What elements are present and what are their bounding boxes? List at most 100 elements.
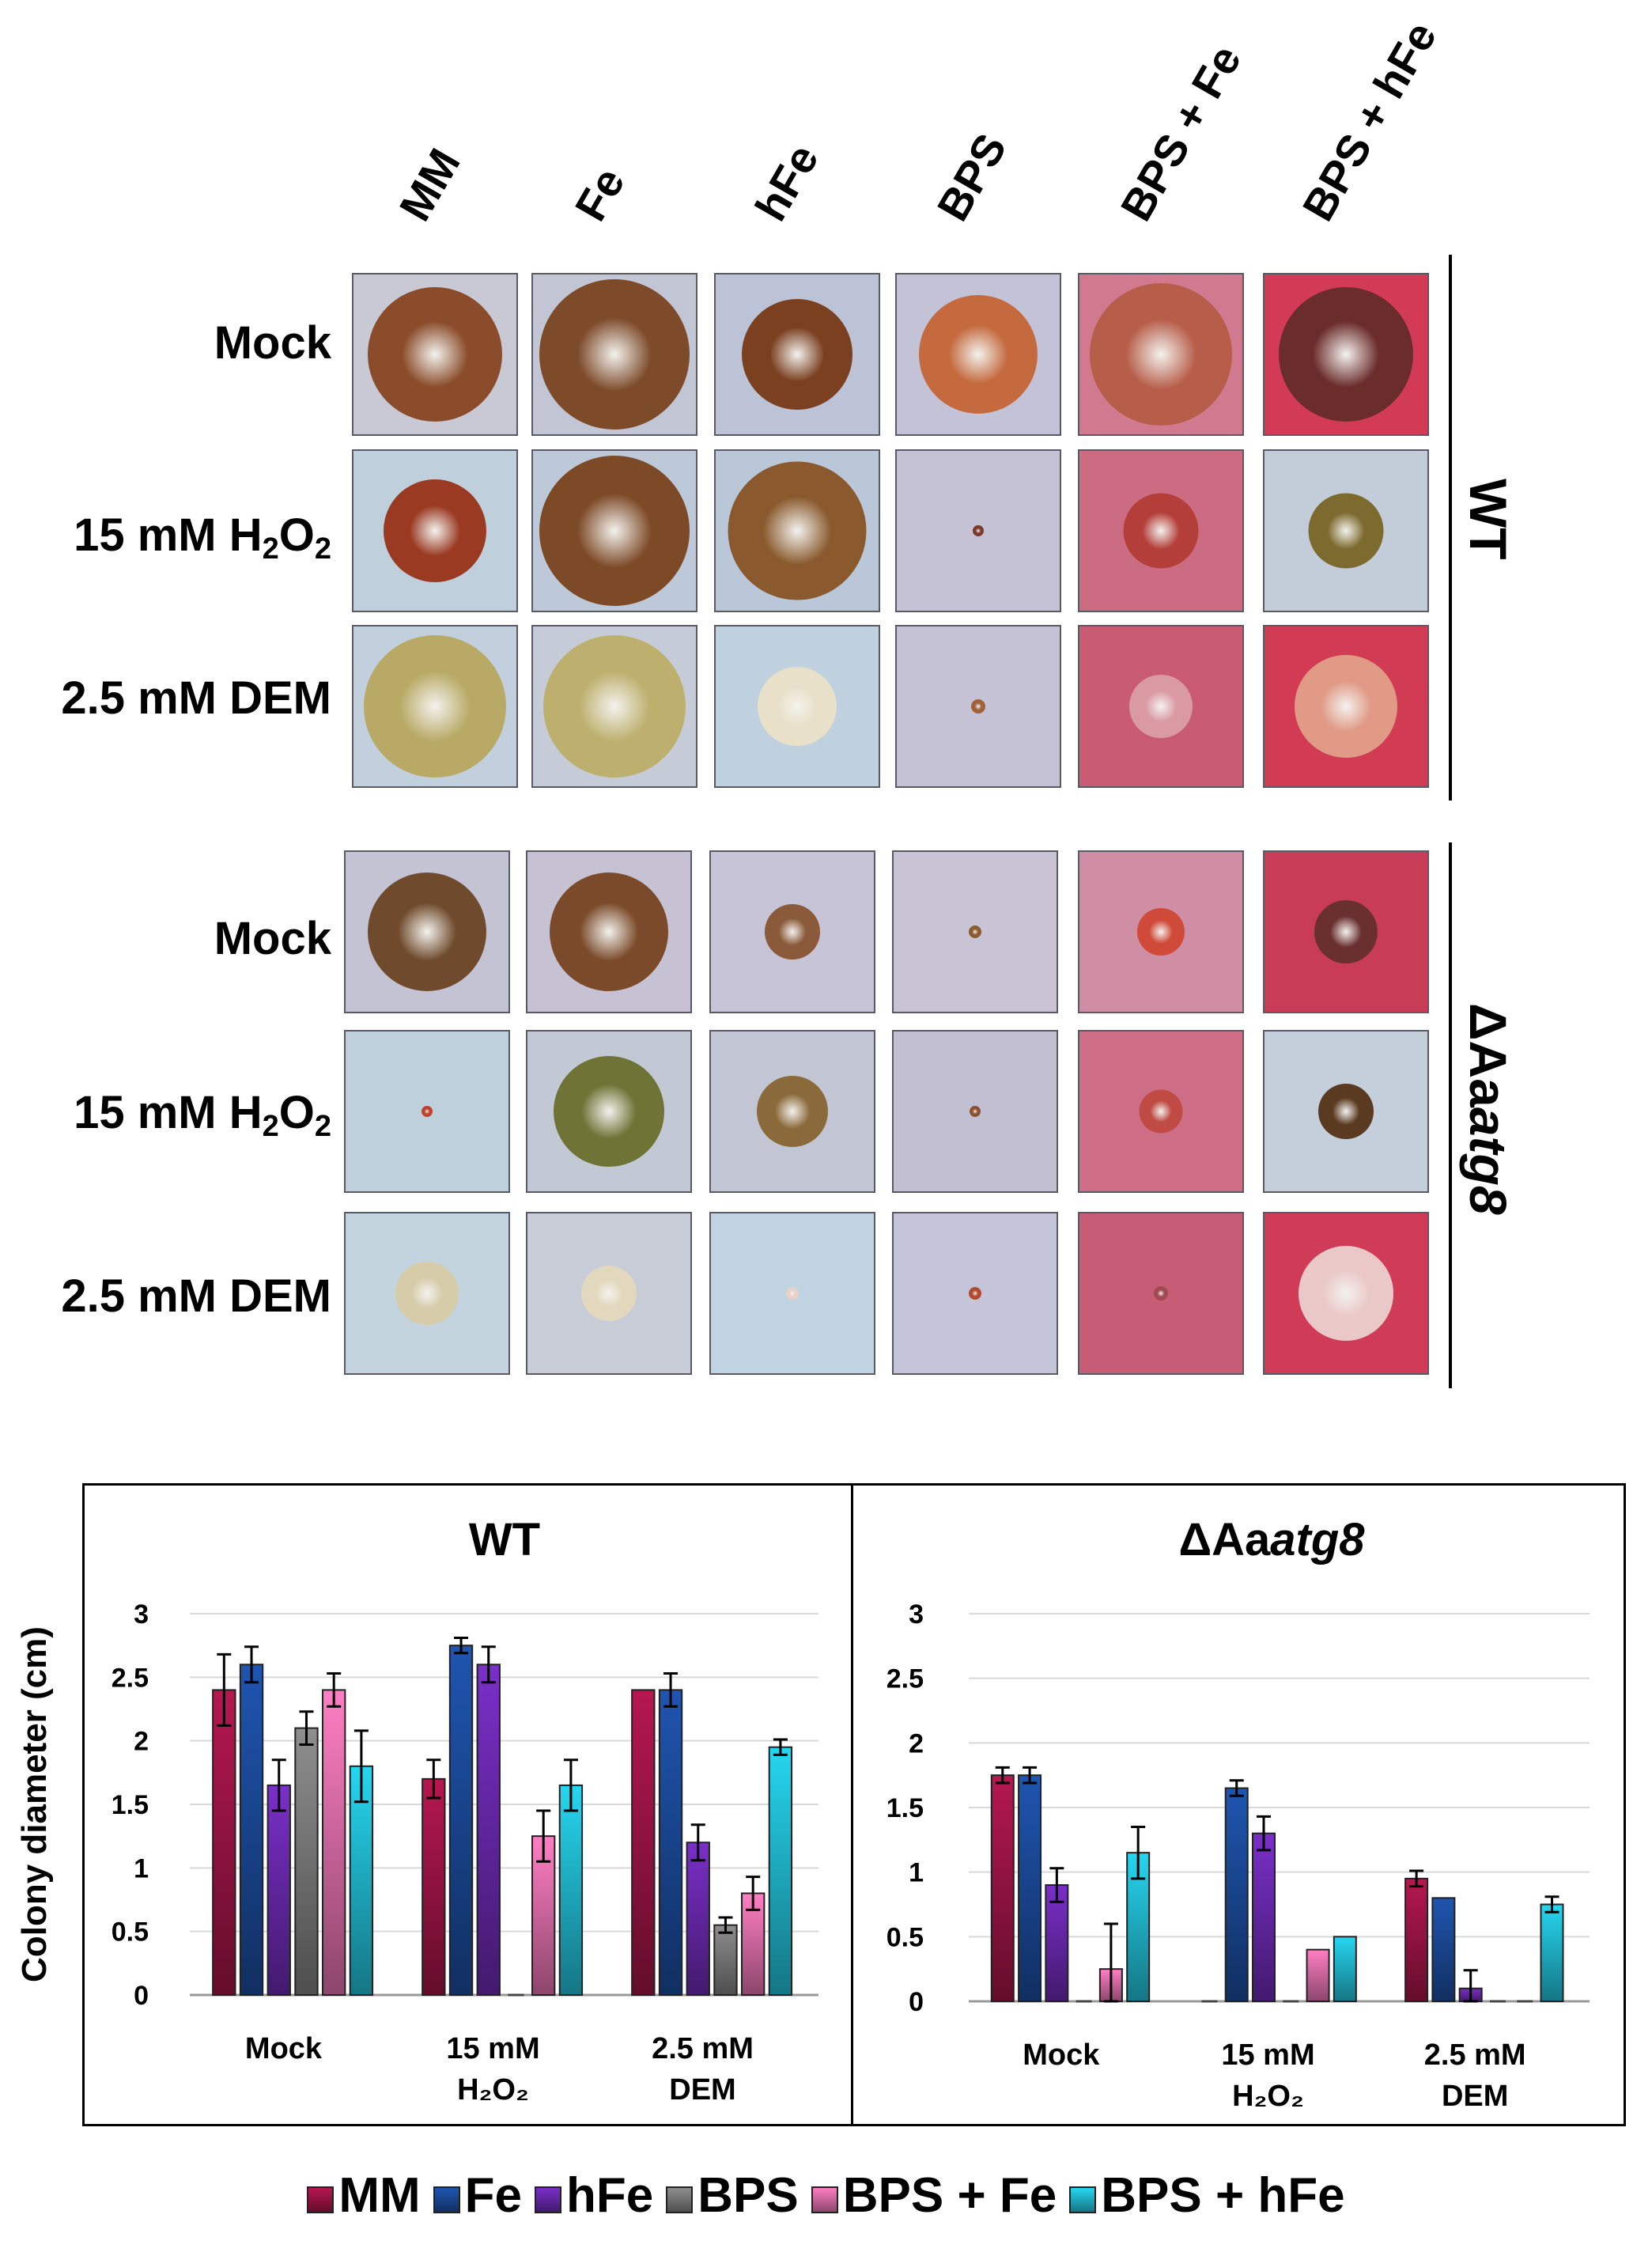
mutant-plate-r2-c1 [344,1030,510,1193]
colony [384,479,486,582]
colony [581,1266,637,1321]
wt-plate-r2-c6 [1263,449,1429,612]
mut-h2o2-sub2: 2 [314,1110,331,1143]
wt-h2o2-mid: O [278,509,315,561]
wt-strain-label-text: WT [1459,479,1518,560]
wt-plate-r2-c2 [531,449,697,612]
legend-item: Fe [433,2167,522,2224]
wt-plate-r2-c1 [352,449,518,612]
mutant-plate-r1-c4 [892,850,1058,1013]
colony [1279,287,1413,422]
colony [757,1076,828,1147]
colony [550,873,668,991]
mut-row-label-dem-text: 2.5 mM DEM [61,1270,331,1322]
mutant-strain-prefix: ΔAa [1459,1003,1518,1107]
y-axis-label: Colony diameter (cm) [15,1626,54,1982]
colony [1295,655,1397,758]
wt-plate-r3-c1 [352,625,518,788]
mutant-plate-r2-c2 [526,1030,692,1193]
wt-plate-r1-c3 [714,273,880,436]
colony [368,287,502,422]
colony [539,279,690,430]
wt-h2o2-sub2: 2 [314,532,331,566]
legend-swatch [811,2186,838,2213]
mutant-plate-r3-c5 [1078,1212,1244,1375]
mutant-strain-label: ΔAaatg8 [1458,1003,1518,1215]
mutant-plate-r3-c1 [344,1212,510,1375]
colony [765,904,820,960]
colony [971,699,985,714]
legend-label: BPS + hFe [1101,2168,1345,2223]
mutant-plate-r1-c1 [344,850,510,1013]
colony [1308,493,1384,569]
wt-row-label-mock: Mock [214,320,331,366]
colony [364,635,506,778]
colony [554,1056,664,1167]
colony [728,461,867,600]
colony [969,1287,981,1300]
colony [919,295,1038,414]
colony [368,873,486,991]
wt-plate-r3-c2 [531,625,697,788]
legend-label: BPS [697,2168,799,2223]
mutant-strain-italic: atg8 [1459,1107,1518,1215]
legend-swatch [666,2186,694,2213]
mutant-plate-r1-c2 [526,850,692,1013]
wt-plate-r2-c4 [895,449,1061,612]
legend-item: BPS + Fe [811,2167,1057,2224]
wt-row-label-dem: 2.5 mM DEM [61,676,331,721]
wt-h2o2-sub1: 2 [262,532,279,566]
mutant-plate-r2-c3 [709,1030,875,1193]
mutant-plate-r3-c3 [709,1212,875,1375]
colony [973,525,984,536]
mutant-plate-r1-c6 [1263,850,1429,1013]
wt-h2o2-prefix: 15 mM H [74,509,263,561]
column-header-mm: MM [389,140,470,229]
mutant-plate-r2-c4 [892,1030,1058,1193]
wt-plate-r3-c5 [1078,625,1244,788]
wt-plate-r1-c5 [1078,273,1244,436]
legend-item: BPS + hFe [1069,2167,1345,2224]
wt-row-label-h2o2: 15 mM H2O2 [74,513,331,566]
mutant-plate-r2-c6 [1263,1030,1429,1193]
legend: MM Fe hFe BPS BPS + Fe BPS + hFe [0,2167,1652,2224]
column-header-bps-fe: BPS + Fe [1110,36,1251,229]
mutant-plate-r1-c5 [1078,850,1244,1013]
colony [1299,1246,1393,1341]
wt-strain-label: WT [1458,479,1518,560]
colony [969,926,981,938]
colony [970,1106,981,1117]
chart-panel-divider [851,1483,853,2126]
colony [422,1106,433,1117]
mutant-bracket-line [1449,842,1452,1388]
wt-row-label-dem-text: 2.5 mM DEM [61,672,331,724]
mut-row-label-dem: 2.5 mM DEM [61,1274,331,1319]
legend-label: MM [338,2168,421,2223]
mut-row-label-mock: Mock [214,916,331,962]
mut-row-label-mock-text: Mock [214,913,331,964]
wt-row-label-mock-text: Mock [214,317,331,369]
mutant-plate-r3-c6 [1263,1212,1429,1375]
colony [1139,1089,1183,1134]
mutant-plate-r1-c3 [709,850,875,1013]
chart-panel [82,1483,1626,2126]
colony [1137,908,1185,956]
wt-plate-r3-c4 [895,625,1061,788]
mut-h2o2-sub1: 2 [262,1110,279,1143]
colony [1090,283,1232,426]
mut-h2o2-prefix: 15 mM H [74,1087,263,1138]
wt-plate-r1-c6 [1263,273,1429,436]
legend-swatch [433,2186,460,2213]
column-header-bps-hfe: BPS + hFe [1292,13,1446,229]
wt-plate-r2-c3 [714,449,880,612]
wt-plate-r2-c5 [1078,449,1244,612]
colony [1314,900,1378,963]
legend-item: BPS [666,2167,799,2224]
colony [786,1287,799,1300]
legend-item: MM [307,2167,421,2224]
legend-swatch [1069,2186,1097,2213]
colony [1318,1084,1374,1139]
legend-label: BPS + Fe [842,2168,1057,2223]
colony [543,635,686,778]
legend-item: hFe [535,2167,653,2224]
